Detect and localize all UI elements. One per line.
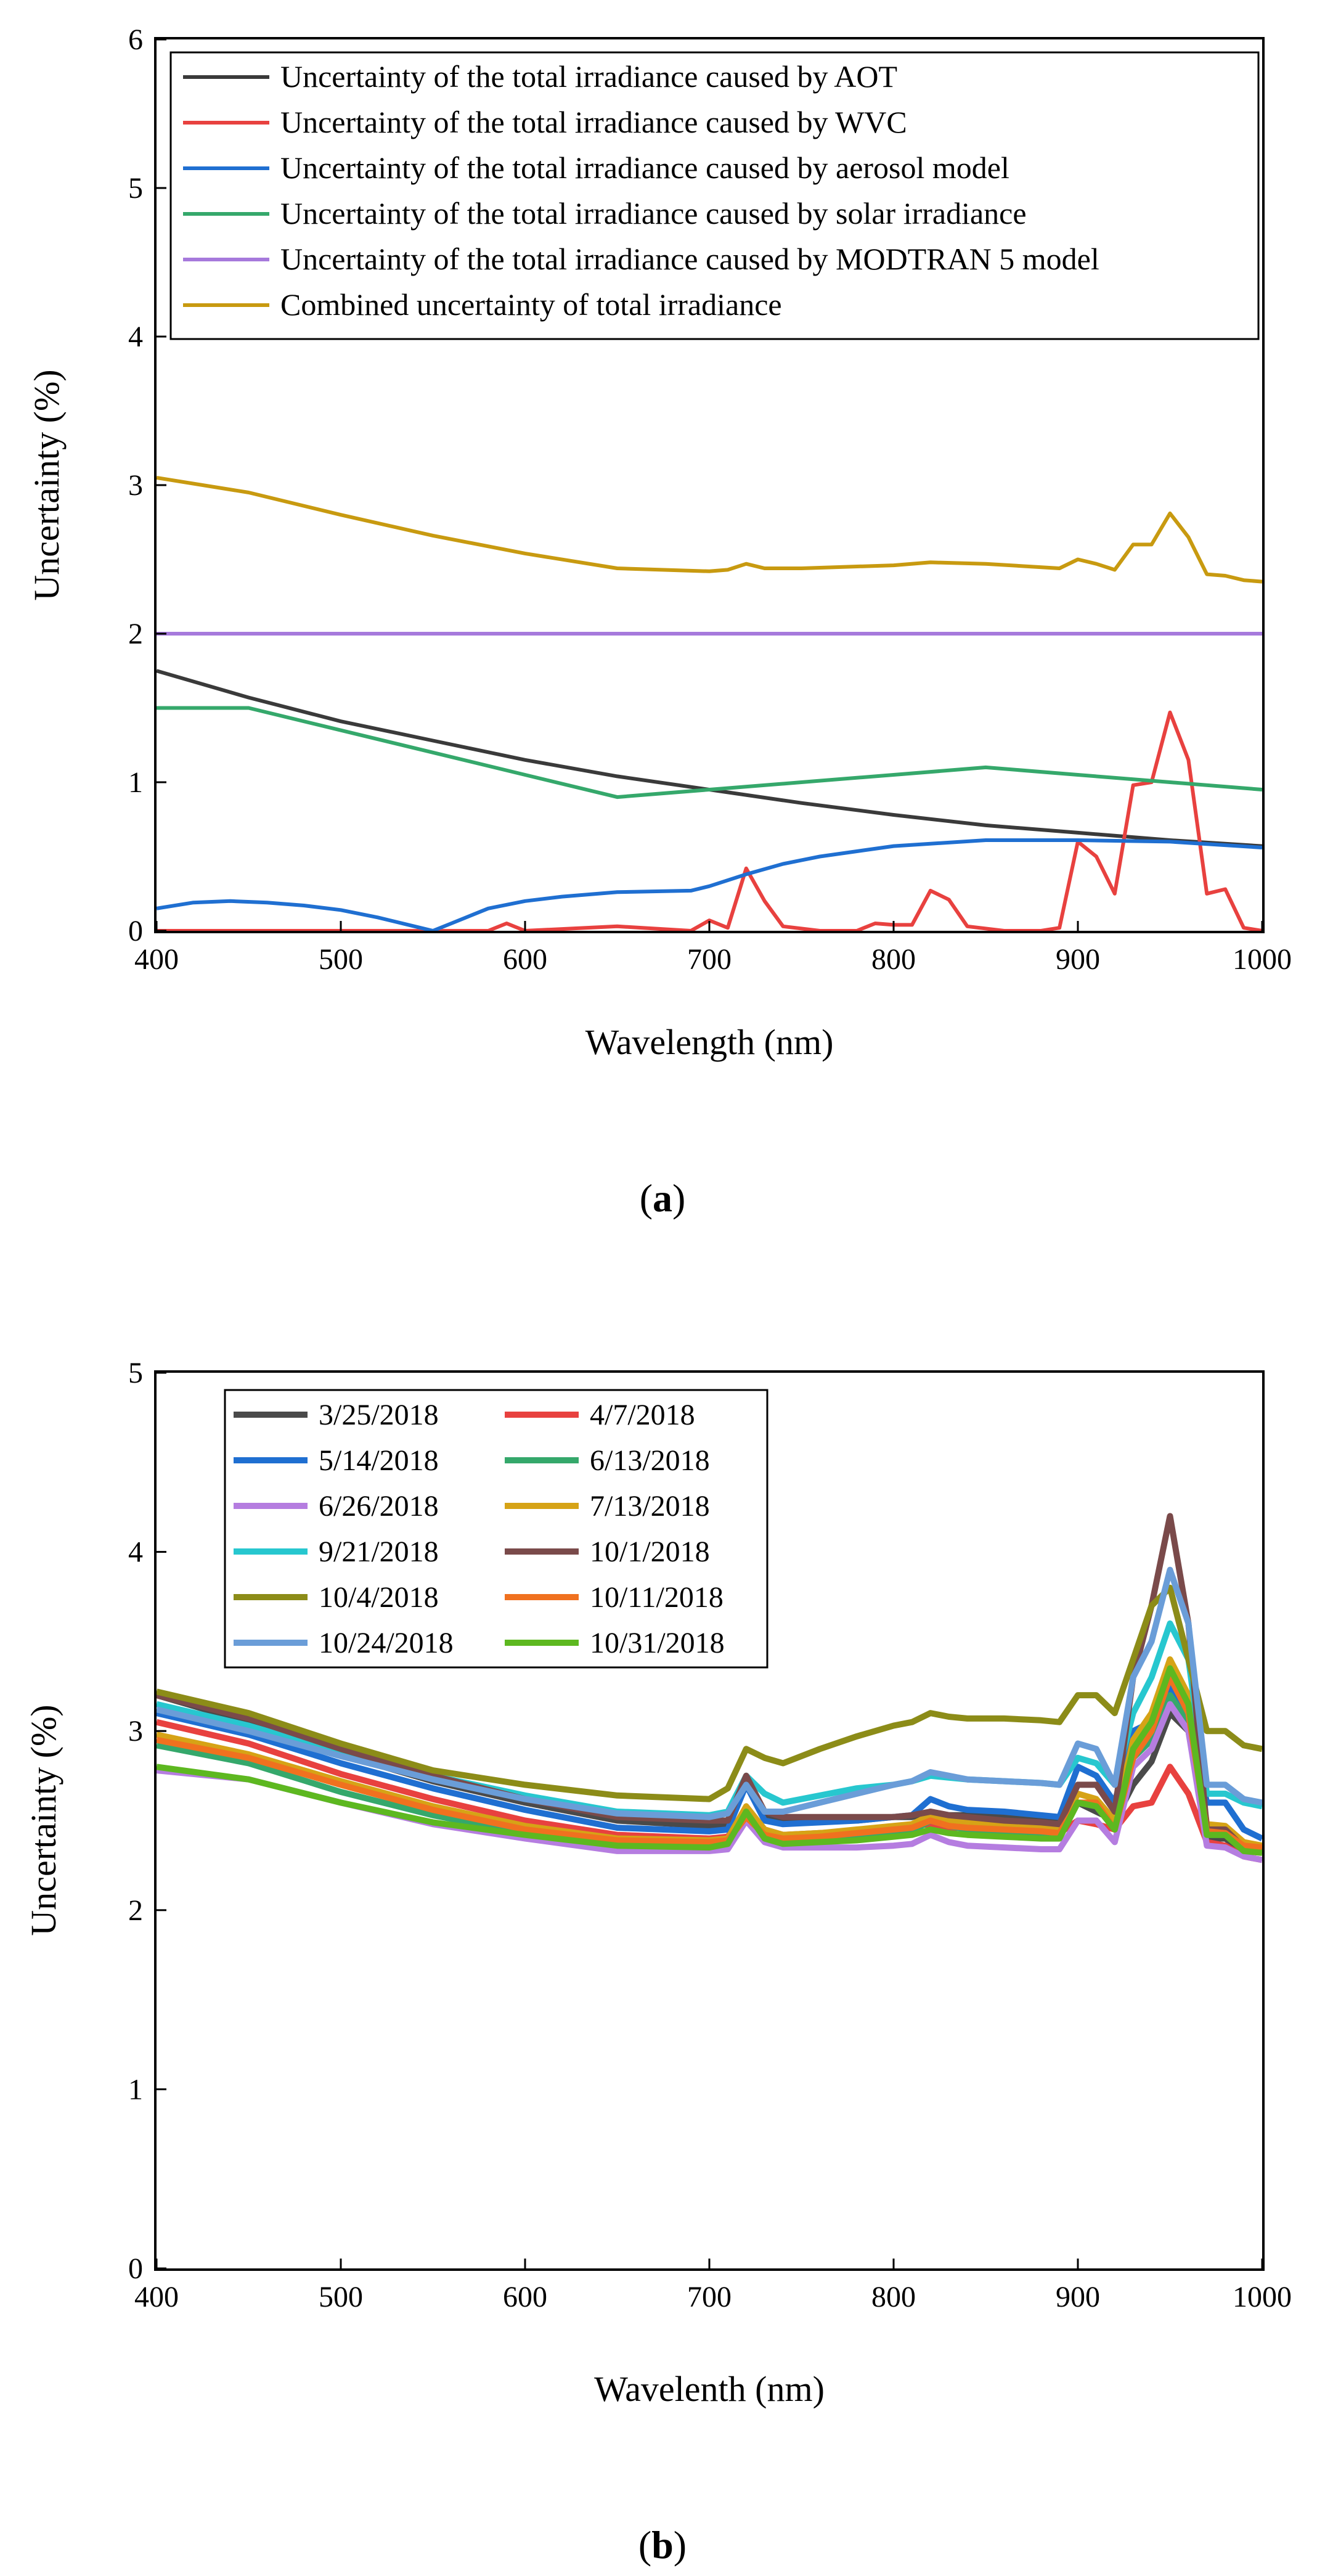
- chart-a-series-line-0: [156, 669, 1263, 848]
- chart-b-y-tick-label-1: 1: [128, 2073, 143, 2106]
- chart-a-x-axis-label: Wavelength (nm): [585, 1022, 834, 1062]
- chart-b-x-tick-label-5: 900: [1056, 2281, 1100, 2313]
- chart-b-y-tick-label-3: 3: [128, 1715, 143, 1748]
- chart-a-y-tick-label-4: 4: [128, 321, 143, 353]
- chart-a-x-tick-label-4: 800: [871, 943, 916, 976]
- chart-a-legend: Uncertainty of the total irradiance caus…: [169, 51, 1260, 340]
- panel-b-label: (b): [638, 2523, 687, 2567]
- chart-b-legend-label-5: 7/13/2018: [590, 1490, 710, 1523]
- chart-a-series-group: [156, 476, 1263, 933]
- chart-a-x-tick-label-6: 1000: [1233, 943, 1292, 976]
- panel-a-label: (a): [640, 1176, 686, 1220]
- chart-a-x-tick-label-1: 500: [319, 943, 363, 976]
- chart-a-series-line-5: [156, 476, 1263, 584]
- chart-a-legend-label-5: Combined uncertainty of total irradiance: [280, 287, 782, 322]
- chart-a-legend-label-4: Uncertainty of the total irradiance caus…: [280, 242, 1099, 276]
- chart-b-x-tick-label-6: 1000: [1233, 2281, 1292, 2313]
- chart-a-y-tick-label-3: 3: [128, 469, 143, 502]
- chart-a-series-line-1: [157, 710, 1263, 933]
- chart-b-x-tick-label-3: 700: [687, 2281, 732, 2313]
- chart-a-series-line-2: [156, 838, 1263, 933]
- chart-b-series-line-4: [156, 1701, 1263, 1863]
- chart-a-x-tick-label-2: 600: [503, 943, 547, 976]
- chart-b-legend-label-8: 10/4/2018: [319, 1581, 439, 1614]
- chart-a-y-axis-label: Uncertainty (%): [26, 369, 67, 600]
- chart-b-legend-label-1: 4/7/2018: [590, 1399, 695, 1431]
- chart-b-series-group: [155, 1513, 1264, 1863]
- chart-b-legend-label-2: 5/14/2018: [319, 1444, 439, 1477]
- chart-a-y-tick-label-5: 5: [128, 172, 143, 205]
- chart-a-series-line-3: [157, 706, 1263, 799]
- chart-b-legend-box: [224, 1389, 768, 1669]
- chart-b: 400 500 600 700 800 900 1000 0 1 2 3 4 5 3/25/2018 4/…: [23, 1357, 1292, 2567]
- chart-b-y-tick-label-4: 4: [128, 1536, 143, 1569]
- chart-a-legend-label-3: Uncertainty of the total irradiance caus…: [280, 196, 1027, 231]
- chart-b-legend-label-4: 6/26/2018: [319, 1490, 439, 1523]
- chart-b-legend: 3/25/2018 4/7/2018 5/14/2018 6/13/2018 6/26/…: [224, 1389, 768, 1669]
- chart-b-series-line-10: [155, 1566, 1263, 1820]
- chart-b-x-tick-label-1: 500: [319, 2281, 363, 2313]
- chart-b-legend-label-6: 9/21/2018: [319, 1535, 439, 1568]
- chart-b-x-tick-label-0: 400: [134, 2281, 179, 2313]
- chart-b-y-tick-label-5: 5: [128, 1357, 143, 1389]
- chart-a-legend-label-1: Uncertainty of the total irradiance caus…: [280, 105, 907, 139]
- chart-a-x-tick-label-3: 700: [687, 943, 732, 976]
- chart-a: 400 500 600 700 800 900 1000 0 1 2 3 4 5 6 Uncertaint…: [26, 23, 1292, 1220]
- chart-b-legend-label-10: 10/24/2018: [319, 1627, 454, 1659]
- chart-a-y-tick-label-0: 0: [128, 915, 143, 947]
- chart-a-x-tick-label-5: 900: [1056, 943, 1100, 976]
- chart-a-legend-box: [169, 51, 1260, 340]
- chart-a-legend-label-0: Uncertainty of the total irradiance caus…: [280, 59, 897, 94]
- chart-b-y-tick-label-0: 0: [128, 2252, 143, 2285]
- chart-b-legend-label-7: 10/1/2018: [590, 1535, 710, 1568]
- chart-a-y-tick-label-2: 2: [128, 618, 143, 650]
- chart-b-x-tick-label-4: 800: [871, 2281, 916, 2313]
- chart-b-legend-label-9: 10/11/2018: [590, 1581, 724, 1614]
- chart-a-y-tick-label-1: 1: [128, 766, 143, 799]
- chart-b-series-line-7: [155, 1513, 1263, 1852]
- chart-b-series-line-11: [156, 1665, 1263, 1856]
- chart-b-y-tick-label-2: 2: [128, 1894, 143, 1927]
- chart-b-x-tick-label-2: 600: [503, 2281, 547, 2313]
- chart-a-legend-label-2: Uncertainty of the total irradiance caus…: [280, 150, 1009, 185]
- chart-b-legend-label-11: 10/31/2018: [590, 1627, 725, 1659]
- chart-b-x-axis-label: Wavelenth (nm): [594, 2369, 825, 2409]
- chart-b-ticks: 400 500 600 700 800 900 1000 0 1 2 3 4 5: [128, 1357, 1292, 2313]
- chart-a-x-tick-label-0: 400: [134, 943, 179, 976]
- chart-a-y-tick-label-6: 6: [128, 23, 143, 56]
- chart-a-plot-frame: [154, 37, 1265, 933]
- chart-b-y-axis-label: Uncertainty (%): [23, 1704, 63, 1936]
- chart-b-plot-frame: [154, 1370, 1265, 2271]
- chart-b-legend-label-3: 6/13/2018: [590, 1444, 710, 1477]
- chart-a-ticks: 400 500 600 700 800 900 1000 0 1 2 3 4 5 6: [128, 23, 1292, 976]
- chart-b-legend-label-0: 3/25/2018: [319, 1399, 439, 1431]
